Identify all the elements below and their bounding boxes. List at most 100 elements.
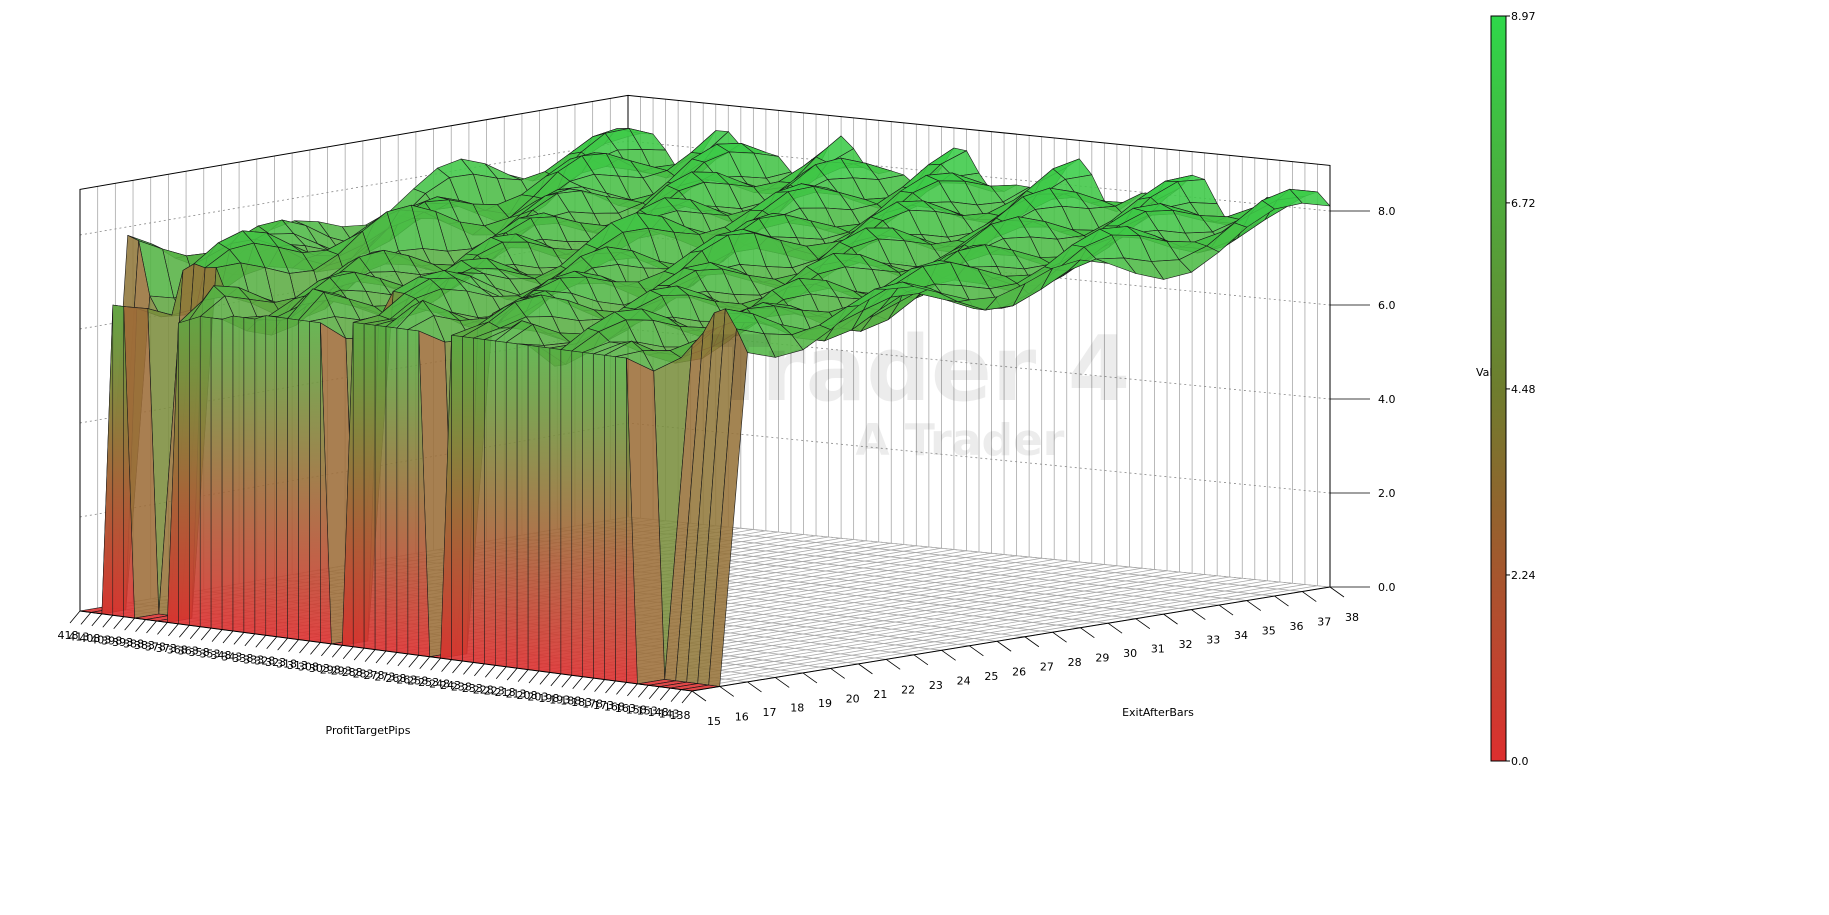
- y-tick-label: 32: [1179, 638, 1193, 651]
- x-tick-label: 263: [396, 673, 417, 686]
- front-panel: [516, 343, 529, 670]
- front-panel: [473, 337, 485, 665]
- colorbar-label: 4.48: [1511, 383, 1536, 396]
- y-tick-label: 24: [957, 674, 971, 687]
- wall-outline: [79, 94, 1331, 611]
- x-tick-mark: [277, 637, 288, 651]
- x-tick-label: 198: [538, 692, 559, 705]
- x-tick-label: 188: [560, 695, 581, 708]
- x-tick-mark: [375, 650, 387, 664]
- x-tick-label: 233: [462, 682, 483, 695]
- x-tick-mark: [233, 632, 245, 645]
- y-tick-label: 29: [1095, 652, 1109, 665]
- y-tick-label: 35: [1262, 625, 1276, 638]
- x-tick-label: 283: [353, 668, 374, 681]
- x-tick-mark: [178, 625, 190, 638]
- x-tick-label: 268: [385, 672, 406, 685]
- floor-line: [681, 585, 1318, 690]
- x-tick-mark: [244, 633, 256, 647]
- watermark-text: Trader 4: [710, 317, 1130, 422]
- x-tick-label: 193: [549, 693, 570, 706]
- colorbar-label: 2.24: [1511, 569, 1536, 582]
- x-tick-mark: [561, 675, 573, 688]
- x-tick-mark: [342, 646, 354, 659]
- front-panel: [199, 316, 212, 629]
- floor-line: [626, 579, 1255, 683]
- front-panel: [243, 317, 256, 635]
- y-tick-label: 31: [1151, 643, 1165, 656]
- z-tick-label: 0.0: [1378, 581, 1396, 594]
- front-panel: [210, 317, 223, 630]
- front-panel: [484, 339, 496, 666]
- x-tick-mark: [91, 613, 103, 627]
- z-tick-label: 8.0: [1378, 205, 1396, 218]
- x-tick-mark: [386, 652, 398, 665]
- x-tick-label: 213: [506, 688, 527, 701]
- x-tick-label: 313: [287, 659, 308, 672]
- front-panel: [363, 323, 376, 650]
- x-tick-label: 228: [473, 683, 494, 696]
- x-tick-mark: [572, 676, 584, 689]
- x-tick-label: 403: [90, 633, 111, 646]
- z-tick-label: 2.0: [1378, 487, 1396, 500]
- front-panel: [462, 336, 474, 663]
- x-tick-label: 148: [648, 706, 669, 719]
- front-panel: [101, 305, 114, 616]
- y-tick-mark: [719, 686, 734, 697]
- color-scale: 8.97 6.72 4.48 2.24 0.0: [1490, 10, 1536, 768]
- front-panel: [615, 356, 627, 683]
- x-tick-label: 388: [123, 638, 144, 651]
- x-tick-mark: [189, 626, 201, 639]
- x-tick-label: 208: [517, 689, 538, 702]
- front-panel: [527, 345, 540, 672]
- x-tick-mark: [69, 610, 81, 624]
- z-axis-title: Val: [1476, 366, 1492, 379]
- floor-line: [637, 580, 1268, 685]
- x-tick-label: 243: [440, 679, 461, 692]
- front-panel: [538, 346, 551, 673]
- x-tick-label: 238: [451, 680, 472, 693]
- x-tick-label: 413: [68, 630, 89, 643]
- x-tick-mark: [550, 673, 562, 687]
- front-panel: [604, 355, 616, 682]
- x-tick-mark: [517, 669, 529, 682]
- x-tick-label: 288: [342, 666, 363, 679]
- y-tick-mark: [1246, 600, 1262, 611]
- front-panel: [352, 322, 365, 649]
- x-tick-mark: [113, 616, 125, 629]
- x-tick-label: 338: [232, 652, 253, 665]
- x-tick-label: 143: [659, 708, 680, 721]
- front-panel: [254, 315, 267, 636]
- x-tick-mark: [583, 677, 594, 691]
- front-panel: [189, 316, 201, 627]
- y-tick-label: 33: [1206, 634, 1220, 647]
- x-tick-label: 323: [265, 656, 286, 669]
- z-tick-label: 4.0: [1378, 393, 1396, 406]
- x-tick-label: 358: [189, 646, 210, 659]
- y-tick-label: 15: [707, 715, 721, 728]
- y-tick-label: 30: [1123, 647, 1137, 660]
- y-axis-title: ExitAfterBars: [1122, 706, 1194, 719]
- front-panel: [265, 315, 277, 637]
- z-tick-label: 6.0: [1378, 299, 1396, 312]
- x-tick-mark: [331, 645, 343, 658]
- x-tick-mark: [157, 622, 168, 635]
- colorbar-label: 6.72: [1511, 197, 1536, 210]
- x-tick-mark: [594, 679, 605, 692]
- front-panel: [549, 347, 562, 675]
- y-tick-mark: [1107, 622, 1123, 634]
- front-panel: [112, 304, 124, 617]
- x-tick-label: 178: [582, 698, 603, 711]
- x-tick-label: 378: [145, 640, 166, 653]
- x-tick-mark: [146, 620, 157, 634]
- front-panel: [495, 340, 507, 667]
- y-tick-mark: [1191, 609, 1206, 620]
- x-tick-mark: [310, 642, 321, 655]
- front-panel: [298, 319, 310, 642]
- x-tick-mark: [506, 667, 518, 681]
- y-tick-mark: [1329, 586, 1345, 598]
- x-tick-mark: [211, 629, 223, 642]
- x-tick-mark: [255, 635, 267, 648]
- x-tick-mark: [419, 656, 431, 669]
